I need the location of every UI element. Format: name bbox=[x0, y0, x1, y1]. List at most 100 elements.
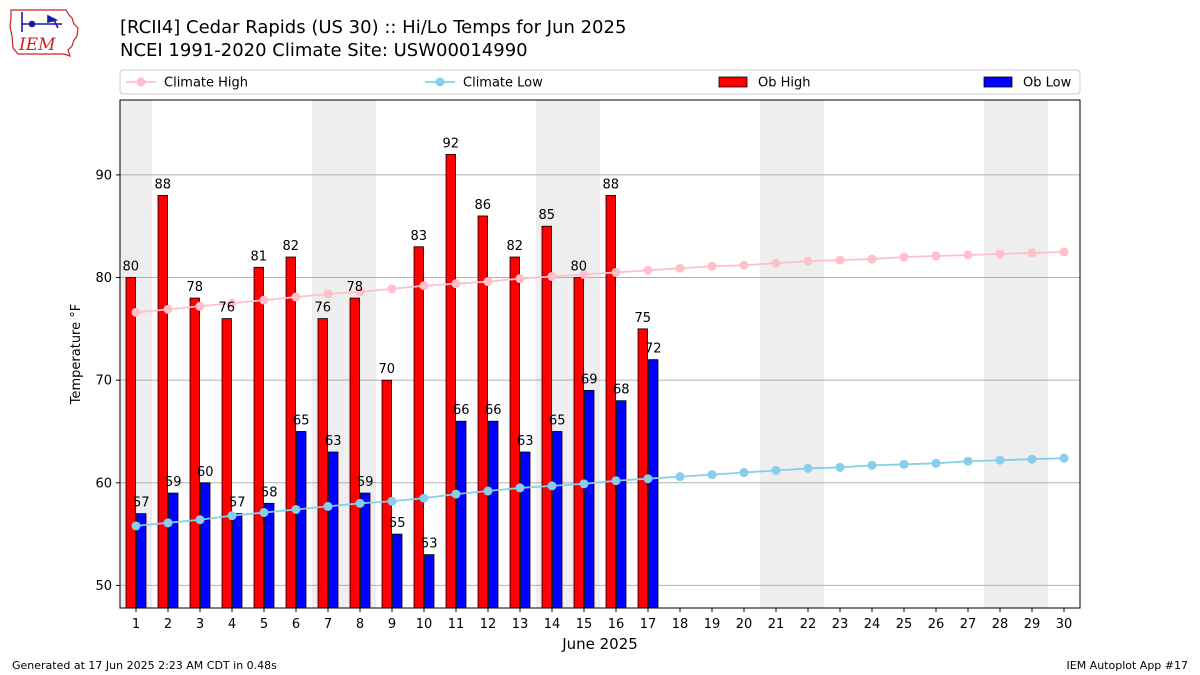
x-tick-label: 17 bbox=[640, 617, 657, 632]
legend-climate-low-label: Climate Low bbox=[463, 76, 543, 91]
climate-low-line bbox=[135, 457, 1065, 527]
ob-high-bar bbox=[637, 328, 648, 609]
climate-high-point bbox=[387, 284, 397, 294]
ob-high-label: 82 bbox=[506, 239, 523, 254]
ob-low-label: 60 bbox=[197, 465, 214, 480]
climate-high-point bbox=[483, 277, 493, 287]
x-tick-label: 4 bbox=[228, 617, 236, 632]
x-tick-label: 13 bbox=[512, 617, 529, 632]
chart-title: [RCII4] Cedar Rapids (US 30) :: Hi/Lo Te… bbox=[120, 17, 627, 38]
ob-low-label: 65 bbox=[549, 413, 566, 428]
climate-low-point bbox=[419, 493, 429, 503]
climate-low-point bbox=[899, 459, 909, 469]
climate-high-point bbox=[803, 256, 813, 266]
climate-low-point bbox=[771, 465, 781, 475]
climate-high-point bbox=[963, 250, 973, 260]
ob-low-label: 63 bbox=[325, 434, 342, 449]
weekend-shade bbox=[984, 100, 1016, 608]
climate-high-point bbox=[739, 260, 749, 270]
climate-low-point bbox=[803, 463, 813, 473]
ob-low-bar bbox=[264, 502, 275, 609]
ob-low-bar bbox=[232, 513, 243, 609]
chart-subtitle: NCEI 1991-2020 Climate Site: USW00014990 bbox=[120, 40, 528, 61]
ob-high-label: 80 bbox=[122, 260, 139, 275]
x-tick-label: 24 bbox=[864, 617, 881, 632]
ob-low-label: 58 bbox=[261, 485, 278, 500]
x-tick-label: 3 bbox=[196, 617, 204, 632]
ob-high-label: 78 bbox=[346, 280, 363, 295]
y-tick-label: 70 bbox=[95, 374, 112, 389]
logo-text: IEM bbox=[18, 35, 56, 55]
climate-low-point bbox=[227, 511, 237, 521]
climate-high-point bbox=[451, 279, 461, 289]
x-tick-label: 25 bbox=[896, 617, 913, 632]
ob-low-label: 66 bbox=[453, 403, 470, 418]
ob-high-label: 75 bbox=[634, 311, 651, 326]
climate-low-point bbox=[995, 455, 1005, 465]
ob-low-label: 72 bbox=[645, 342, 662, 357]
x-tick-label: 9 bbox=[388, 617, 396, 632]
climate-high-point bbox=[323, 289, 333, 299]
ob-low-label: 69 bbox=[581, 372, 598, 387]
weekend-shade bbox=[120, 100, 152, 608]
generated-timestamp: Generated at 17 Jun 2025 2:23 AM CDT in … bbox=[12, 659, 277, 672]
ob-high-label: 92 bbox=[442, 136, 459, 151]
ob-low-label: 57 bbox=[133, 496, 150, 511]
climate-low-point bbox=[355, 498, 365, 508]
climate-high-point bbox=[515, 274, 525, 284]
ob-high-label: 76 bbox=[314, 301, 331, 316]
ob-high-bar bbox=[285, 256, 296, 609]
climate-low-point bbox=[483, 486, 493, 496]
ob-high-bar bbox=[349, 297, 360, 609]
climate-high-point bbox=[579, 269, 589, 279]
climate-low-point bbox=[1027, 454, 1037, 464]
weekend-shade bbox=[312, 100, 344, 608]
climate-low-point bbox=[131, 521, 141, 531]
climate-high-point bbox=[995, 249, 1005, 259]
legend-climate-high-marker bbox=[136, 77, 146, 87]
y-axis-label: Temperature °F bbox=[69, 304, 84, 405]
iowa-outline-icon bbox=[9, 9, 79, 57]
climate-high-point bbox=[163, 304, 173, 314]
y-tick-label: 90 bbox=[95, 168, 112, 183]
x-tick-label: 30 bbox=[1056, 617, 1073, 632]
ob-low-bar bbox=[616, 400, 627, 609]
iem-logo: IEM bbox=[9, 9, 79, 57]
x-tick-label: 2 bbox=[164, 617, 172, 632]
x-tick-label: 21 bbox=[768, 617, 785, 632]
x-tick-label: 22 bbox=[800, 617, 817, 632]
climate-low-point bbox=[867, 460, 877, 470]
ob-low-bar bbox=[360, 492, 371, 609]
x-tick-label: 8 bbox=[356, 617, 364, 632]
ob-high-bar bbox=[381, 379, 392, 609]
ob-low-bar bbox=[584, 390, 595, 609]
weekend-shade bbox=[344, 100, 376, 608]
climate-high-point bbox=[771, 258, 781, 268]
ob-low-bar bbox=[552, 431, 563, 609]
ob-low-label: 53 bbox=[421, 537, 438, 552]
y-tick-label: 80 bbox=[95, 271, 112, 286]
climate-high-point bbox=[547, 272, 557, 282]
legend-ob-high-label: Ob High bbox=[758, 76, 811, 91]
legend-ob-low-label: Ob Low bbox=[1023, 76, 1072, 91]
y-tick-label: 50 bbox=[95, 579, 112, 594]
climate-high-point bbox=[1059, 247, 1069, 257]
climate-low-point bbox=[451, 489, 461, 499]
ob-high-bar bbox=[221, 318, 232, 609]
x-tick-label: 28 bbox=[992, 617, 1009, 632]
ob-high-bar bbox=[413, 246, 424, 609]
ob-high-label: 86 bbox=[474, 198, 491, 213]
ob-high-bar bbox=[189, 297, 200, 609]
x-tick-label: 5 bbox=[260, 617, 268, 632]
climate-low-point bbox=[707, 470, 717, 480]
climate-high-point bbox=[675, 263, 685, 273]
climate-high-point bbox=[227, 298, 237, 308]
x-tick-label: 16 bbox=[608, 617, 625, 632]
ob-low-label: 63 bbox=[517, 434, 534, 449]
ob-low-bar bbox=[168, 492, 179, 609]
climate-low-point bbox=[963, 456, 973, 466]
climate-high-point bbox=[355, 287, 365, 297]
x-tick-label: 20 bbox=[736, 617, 753, 632]
x-tick-label: 1 bbox=[132, 617, 140, 632]
